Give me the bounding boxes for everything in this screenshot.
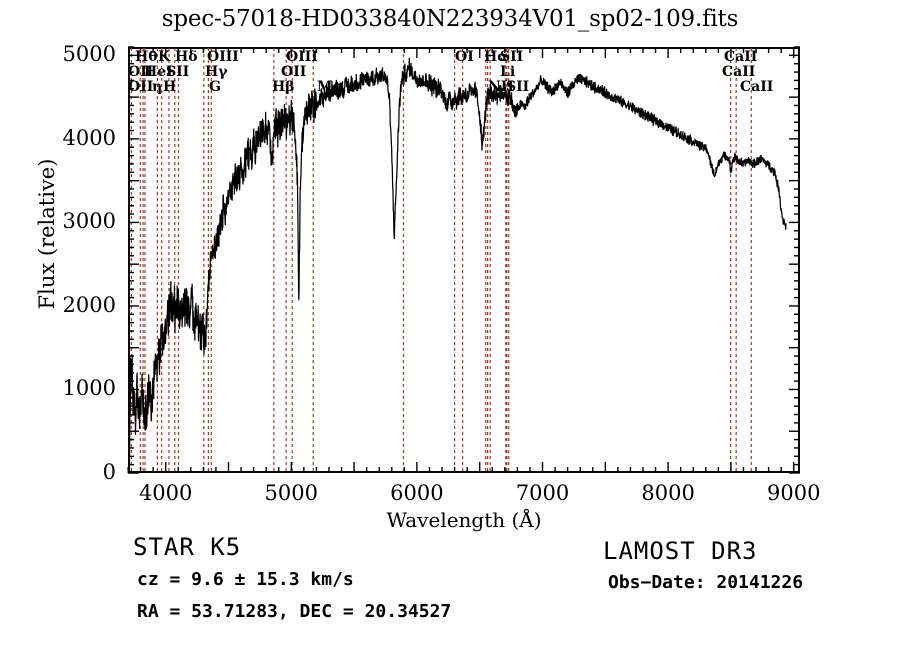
y-tick-label: 1000 — [62, 376, 116, 401]
page-title: spec-57018-HD033840N223934V01_sp02-109.f… — [161, 6, 739, 32]
x-tick-label: 5000 — [264, 481, 318, 505]
y-tick-label: 3000 — [62, 209, 116, 234]
spectral-line-label: OIII — [207, 49, 239, 65]
redshift-velocity-label: cz = 9.6 ± 15.3 km/s — [137, 569, 354, 590]
spectral-line-label: OII — [128, 64, 154, 80]
spectral-line-label: SII — [506, 79, 530, 95]
spectral-line-label: HeI — [144, 64, 173, 80]
spectral-line-label: H — [163, 79, 177, 95]
spectral-line-label: Hδ — [175, 49, 198, 65]
x-tick-label: 7000 — [515, 481, 570, 505]
spectral-line-label: OII — [128, 79, 154, 95]
survey-label: LAMOST DR3 — [603, 537, 758, 565]
spectral-line-label: OII — [281, 64, 307, 80]
spectral-line-label: OI — [455, 49, 474, 65]
coordinates-label: RA = 53.71283, DEC = 20.34527 — [137, 601, 452, 622]
spectral-line-label: G — [209, 79, 221, 95]
y-tick-label: 5000 — [62, 42, 116, 67]
y-tick-label: 4000 — [62, 125, 116, 150]
spectral-line-label: Hβ — [272, 79, 295, 95]
spectral-line-label: Hγ — [205, 64, 228, 80]
y-tick-label: 2000 — [62, 292, 116, 317]
observation-date-label: Obs−Date: 20141226 — [608, 572, 804, 593]
spectral-line-label: K — [158, 49, 171, 65]
spectral-line-label: OIII — [286, 49, 318, 65]
spectral-line-label: Hα — [484, 49, 509, 65]
x-tick-label: 8000 — [641, 481, 695, 505]
spectral-line-label: SII — [166, 64, 190, 80]
spectral-line-label: CaII — [724, 49, 758, 65]
spectral-line-label: η — [152, 79, 163, 95]
y-tick-label: 0 — [102, 460, 116, 484]
spectral-line-label: Li — [500, 64, 516, 80]
spectral-line-label: SII — [500, 49, 524, 65]
x-tick-label: 9000 — [766, 481, 821, 505]
x-axis-title: Wavelength (Å) — [386, 508, 542, 532]
spectral-line-label: Mg — [317, 79, 343, 95]
y-axis-title: Flux (relative) — [35, 158, 59, 310]
x-tick-label: 4000 — [138, 481, 193, 505]
x-tick-label: 6000 — [390, 481, 444, 505]
plot-axes-frame — [128, 47, 800, 473]
spectral-line-label: NII — [488, 79, 514, 95]
spectral-line-label: Hθ — [135, 49, 158, 65]
spectral-line-label: CaII — [722, 64, 756, 80]
object-class-label: STAR K5 — [133, 533, 242, 561]
spectral-line-label: CaII — [740, 79, 774, 95]
